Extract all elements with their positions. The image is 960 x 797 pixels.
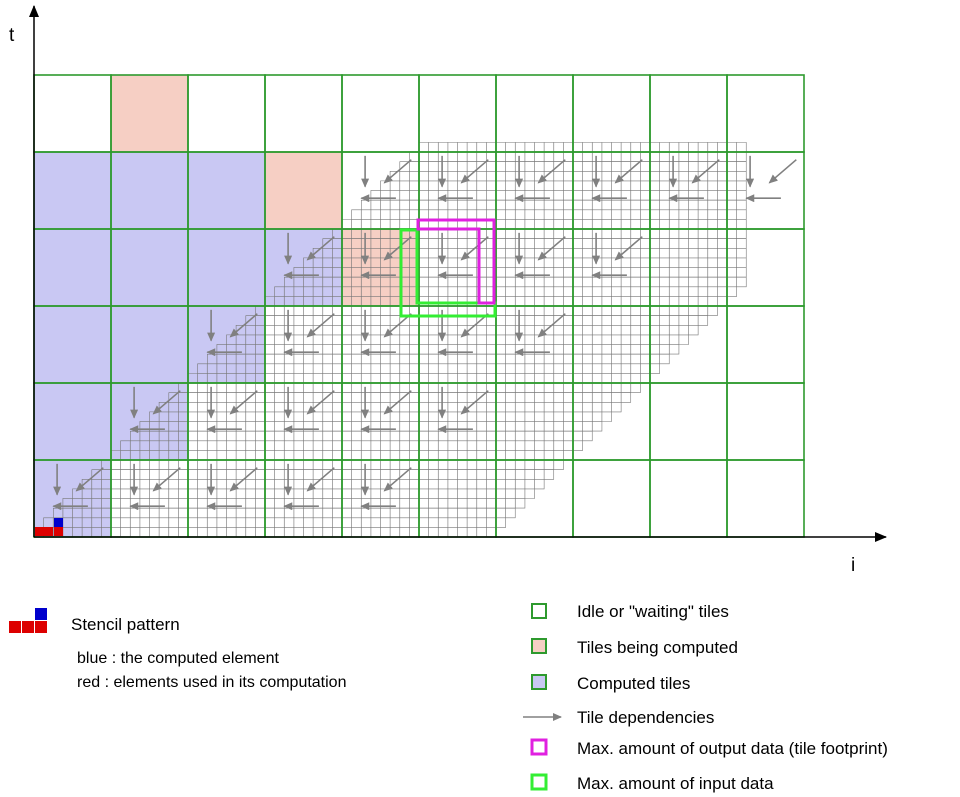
dependency-arrow: [383, 467, 412, 492]
tile: [187, 74, 266, 153]
legend-computing-swatch: [531, 638, 547, 654]
stencil-blue-description: blue : the computed element: [77, 650, 279, 667]
output-data-box: [416, 218, 496, 305]
tile: [726, 74, 805, 153]
legend-output-swatch: [530, 738, 548, 756]
computed-tile: [111, 229, 188, 306]
computed-tile: [34, 152, 111, 229]
stencil-legend-used-cell: [9, 621, 21, 633]
dependency-arrow: [383, 390, 412, 415]
dependency-arrow: [460, 313, 489, 338]
dependency-arrow: [306, 313, 335, 338]
dependency-arrow: [383, 313, 412, 338]
stencil-legend-used-cell: [22, 621, 34, 633]
stencil-legend: Stencil pattern blue : the computed elem…: [9, 608, 346, 691]
dependency-arrow: [152, 390, 181, 415]
tile: [341, 74, 420, 153]
computed-tile: [188, 152, 265, 229]
legend-computing-label: Tiles being computed: [577, 638, 738, 657]
computed-tile: [34, 306, 111, 383]
computed-tile: [111, 152, 188, 229]
tile: [418, 74, 497, 153]
stencil-used-cell: [35, 527, 44, 536]
dependency-arrow: [614, 236, 643, 261]
tile: [726, 459, 805, 538]
tile: [649, 74, 728, 153]
dependency-arrow: [229, 390, 258, 415]
dependency-arrow: [229, 467, 258, 492]
dependency-arrow: [691, 159, 720, 184]
dependency-arrow: [537, 313, 566, 338]
tile: [572, 459, 651, 538]
corner-stencil-pattern: [35, 518, 63, 536]
computed-tile: [188, 229, 265, 306]
dependency-arrow: [460, 236, 489, 261]
dependency-arrow: [306, 467, 335, 492]
stencil-used-cell: [54, 527, 63, 536]
dependency-arrow: [152, 467, 181, 492]
dependency-arrow: [537, 159, 566, 184]
computing-tile: [111, 75, 188, 152]
legend-input-label: Max. amount of input data: [577, 774, 774, 793]
tile: [33, 74, 112, 153]
legend-dependency-label: Tile dependencies: [577, 708, 714, 727]
tile: [264, 74, 343, 153]
stencil-legend-computed-cell: [35, 608, 47, 620]
tile: [726, 305, 805, 384]
legend-idle-swatch: [531, 603, 547, 619]
dependency-arrow: [537, 236, 566, 261]
dependency-arrow: [460, 390, 489, 415]
tile: [572, 74, 651, 153]
dependency-arrow: [614, 159, 643, 184]
legend-computed-swatch: [531, 674, 547, 690]
stencil-computed-cell: [54, 518, 63, 527]
dependency-arrow: [306, 236, 335, 261]
tile: [649, 382, 728, 461]
legend: Idle or "waiting" tiles Tiles being comp…: [523, 602, 888, 793]
computed-tile: [34, 383, 111, 460]
dependency-arrow: [229, 313, 258, 338]
dependency-arrows: [52, 155, 797, 511]
stencil-title: Stencil pattern: [71, 615, 180, 634]
dependency-arrow: [768, 159, 797, 184]
tile: [726, 382, 805, 461]
dependency-arrow: [75, 467, 104, 492]
dependency-arrow: [306, 390, 335, 415]
footprint-boxes: [399, 218, 497, 318]
dependency-arrow: [383, 236, 412, 261]
computing-tile: [265, 152, 342, 229]
legend-output-label: Max. amount of output data (tile footpri…: [577, 739, 888, 758]
stencil-used-cell: [44, 527, 53, 536]
legend-computed-label: Computed tiles: [577, 674, 690, 693]
y-axis-label: t: [9, 25, 15, 46]
computed-tile: [111, 306, 188, 383]
stencil-red-description: red : elements used in its computation: [77, 674, 346, 691]
computed-tile: [34, 229, 111, 306]
tile: [649, 459, 728, 538]
tile: [495, 74, 574, 153]
dependency-arrow: [460, 159, 489, 184]
x-axis-label: i: [851, 555, 855, 576]
legend-idle-label: Idle or "waiting" tiles: [577, 602, 729, 621]
dependency-arrow: [383, 159, 412, 184]
axes: i t: [9, 5, 887, 576]
legend-input-swatch: [530, 773, 548, 791]
stencil-legend-used-cell: [35, 621, 47, 633]
